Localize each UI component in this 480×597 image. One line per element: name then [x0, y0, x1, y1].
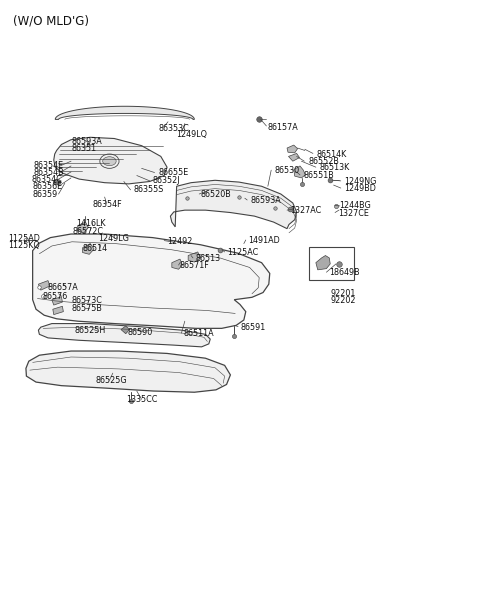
- Text: 86591: 86591: [241, 322, 266, 332]
- Text: 1335CC: 1335CC: [126, 395, 157, 405]
- Text: 86354F: 86354F: [92, 200, 122, 210]
- Text: 86356E: 86356E: [33, 181, 63, 191]
- Polygon shape: [170, 180, 297, 229]
- Text: 86351: 86351: [71, 144, 96, 153]
- Polygon shape: [287, 145, 298, 153]
- Text: 86593A: 86593A: [251, 196, 281, 205]
- Text: 86513: 86513: [196, 254, 221, 263]
- Text: 86575B: 86575B: [71, 304, 102, 313]
- Text: 86354C: 86354C: [31, 174, 62, 184]
- Polygon shape: [54, 137, 167, 184]
- Text: 86657A: 86657A: [48, 283, 79, 293]
- Polygon shape: [55, 106, 194, 119]
- Polygon shape: [172, 259, 182, 269]
- Text: 86525H: 86525H: [74, 325, 106, 335]
- Text: 1125AD: 1125AD: [9, 233, 40, 243]
- Text: 86514K: 86514K: [317, 149, 347, 159]
- Text: 86352J: 86352J: [153, 176, 180, 186]
- Text: 86551B: 86551B: [303, 171, 334, 180]
- Text: 1416LK: 1416LK: [76, 219, 105, 229]
- Polygon shape: [52, 297, 62, 305]
- Text: 86525G: 86525G: [96, 376, 128, 386]
- Polygon shape: [33, 234, 270, 328]
- Text: 92201: 92201: [330, 289, 356, 298]
- Text: 86572C: 86572C: [73, 226, 104, 236]
- Polygon shape: [83, 244, 94, 254]
- Text: 86354B: 86354B: [34, 168, 64, 177]
- Text: 92202: 92202: [330, 296, 356, 306]
- Polygon shape: [288, 153, 300, 161]
- Ellipse shape: [103, 156, 116, 165]
- Text: 86511A: 86511A: [183, 329, 214, 338]
- Text: 86530: 86530: [275, 166, 300, 176]
- Text: 1249LQ: 1249LQ: [177, 130, 208, 139]
- Text: 86655E: 86655E: [158, 168, 189, 177]
- Text: 86576: 86576: [42, 292, 68, 301]
- Polygon shape: [78, 222, 88, 233]
- Polygon shape: [121, 326, 130, 334]
- Polygon shape: [294, 166, 305, 178]
- Text: 86354E: 86354E: [34, 161, 64, 171]
- Text: 1249BD: 1249BD: [345, 184, 376, 193]
- Text: 1244BG: 1244BG: [339, 201, 371, 211]
- Polygon shape: [38, 281, 50, 290]
- Text: 86359: 86359: [33, 189, 58, 199]
- Polygon shape: [53, 306, 63, 315]
- Text: 1125AC: 1125AC: [228, 248, 259, 257]
- Text: (W/O MLD'G): (W/O MLD'G): [13, 15, 89, 28]
- Text: 86514: 86514: [83, 244, 108, 254]
- Text: 86157A: 86157A: [268, 122, 299, 132]
- Polygon shape: [38, 324, 210, 347]
- Text: 86355S: 86355S: [133, 185, 164, 195]
- Text: 1249NG: 1249NG: [345, 177, 377, 186]
- Text: 1125KQ: 1125KQ: [9, 241, 40, 250]
- Polygon shape: [26, 351, 230, 392]
- Text: 86552B: 86552B: [308, 157, 339, 167]
- Text: 86593A: 86593A: [71, 137, 102, 146]
- Text: 86513K: 86513K: [319, 163, 349, 173]
- Text: 86590: 86590: [127, 328, 153, 337]
- Text: 12492: 12492: [167, 236, 192, 246]
- Text: 86520B: 86520B: [201, 190, 231, 199]
- Text: 1327AC: 1327AC: [290, 206, 321, 216]
- Text: 1491AD: 1491AD: [249, 236, 280, 245]
- Polygon shape: [316, 256, 330, 270]
- Text: 86571F: 86571F: [180, 261, 210, 270]
- Polygon shape: [188, 252, 201, 262]
- Text: 1327CE: 1327CE: [338, 208, 369, 218]
- Text: 18649B: 18649B: [329, 268, 360, 278]
- Text: 1249LG: 1249LG: [98, 233, 129, 243]
- Text: 86573C: 86573C: [71, 296, 102, 305]
- Text: 86353C: 86353C: [158, 124, 189, 133]
- Ellipse shape: [53, 179, 61, 185]
